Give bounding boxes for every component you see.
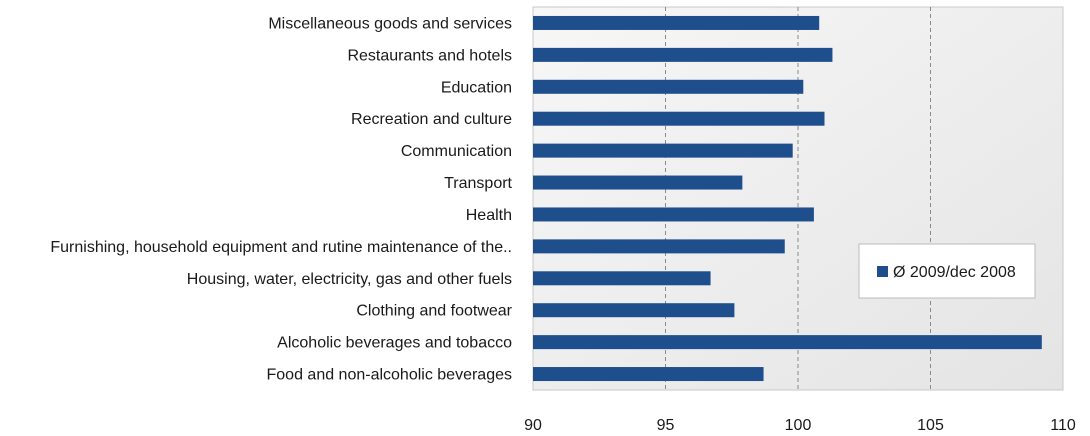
- bar: [533, 15, 820, 30]
- bar: [533, 303, 735, 318]
- x-tick-label: 95: [657, 417, 675, 434]
- category-label: Housing, water, electricity, gas and oth…: [187, 271, 512, 288]
- bars: [533, 15, 1042, 382]
- bar: [533, 79, 804, 94]
- category-label: Recreation and culture: [351, 111, 512, 128]
- bar: [533, 367, 764, 382]
- legend-box: [858, 243, 1036, 299]
- bar: [533, 335, 1042, 350]
- bar: [533, 143, 793, 158]
- gridlines: [665, 7, 931, 390]
- bar: [533, 239, 785, 254]
- x-tick-label: 90: [524, 417, 542, 434]
- legend-swatch: [877, 266, 888, 277]
- category-label: Communication: [401, 143, 512, 160]
- category-label: Clothing and footwear: [356, 303, 512, 320]
- bar: [533, 111, 825, 126]
- category-label: Education: [441, 79, 512, 96]
- category-label: Miscellaneous goods and services: [268, 15, 512, 32]
- category-label: Health: [466, 207, 512, 224]
- legend-label: Ø 2009/dec 2008: [893, 264, 1016, 281]
- bar: [533, 175, 743, 190]
- category-label: Restaurants and hotels: [347, 47, 512, 64]
- x-tick-label: 110: [1050, 417, 1076, 434]
- category-label: Food and non-alcoholic beverages: [267, 367, 513, 384]
- x-axis-ticks: 90 95 100 105 110: [524, 417, 1076, 434]
- x-tick-label: 100: [785, 417, 812, 434]
- bar: [533, 207, 814, 222]
- category-labels: Food and non-alcoholic beverages Alcoholi…: [50, 15, 512, 383]
- bar: [533, 271, 711, 286]
- legend: Ø 2009/dec 2008: [858, 243, 1036, 299]
- category-label: Alcoholic beverages and tobacco: [277, 335, 512, 352]
- category-label: Transport: [444, 175, 512, 192]
- x-tick-label: 105: [917, 417, 944, 434]
- bar: [533, 47, 833, 62]
- category-label: Furnishing, household equipment and ruti…: [50, 239, 512, 256]
